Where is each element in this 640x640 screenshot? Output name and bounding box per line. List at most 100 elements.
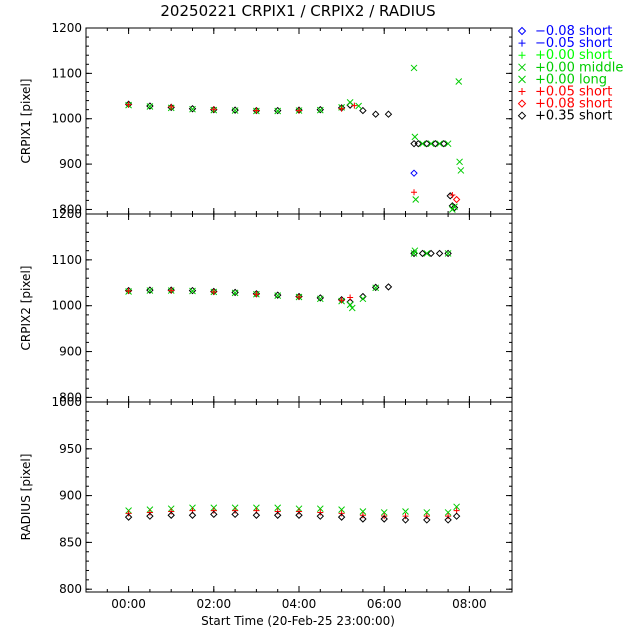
panel-3: 800 850 900 950 1000 RADIUS [pixel]	[19, 395, 513, 596]
legend-label: −0.05 short	[535, 36, 612, 51]
data-point	[444, 250, 452, 257]
legend-label: +0.08 short	[535, 97, 612, 112]
legend-label: +0.00 long	[535, 72, 607, 87]
data-point	[274, 107, 282, 115]
data-point	[380, 509, 388, 516]
legend-entry: +0.00 short	[518, 48, 612, 63]
data-point	[423, 516, 431, 524]
data-point	[411, 189, 418, 196]
legend-marker	[518, 63, 526, 72]
panel-data	[124, 64, 465, 213]
data-point	[253, 291, 260, 298]
data-point	[210, 510, 218, 519]
data-point	[338, 510, 345, 517]
data-point	[125, 101, 132, 108]
legend-label: +0.35 short	[535, 109, 612, 124]
data-point	[444, 140, 452, 148]
data-point	[453, 503, 460, 511]
x-tick-label: 00:00	[111, 597, 146, 611]
x-tick-label: 02:00	[197, 597, 232, 611]
data-point	[452, 195, 461, 204]
data-point	[146, 287, 154, 294]
data-point	[412, 196, 420, 203]
legend-entry: +0.00 middle	[518, 60, 623, 75]
data-point	[423, 250, 431, 257]
y-tick-label: 1100	[51, 66, 82, 80]
data-point	[402, 513, 409, 520]
data-point	[348, 304, 356, 312]
x-tick-label: 04:00	[282, 597, 317, 611]
x-tick-label: 06:00	[367, 597, 402, 611]
y-tick-label: 1000	[51, 299, 82, 313]
y-axis-label: CRPIX2 [pixel]	[19, 266, 33, 351]
data-point	[359, 106, 367, 115]
data-point	[316, 294, 325, 302]
data-point	[338, 297, 345, 304]
data-point	[296, 508, 302, 515]
data-point	[146, 512, 154, 520]
data-point	[168, 508, 175, 515]
data-point	[402, 508, 409, 515]
data-point	[445, 513, 452, 520]
legend-label: +0.05 short	[535, 85, 612, 100]
data-point	[457, 167, 465, 174]
data-point	[440, 139, 448, 148]
data-point	[338, 105, 345, 112]
y-tick-label: 950	[59, 442, 82, 456]
y-tick-label: 900	[59, 345, 82, 359]
data-point	[355, 102, 362, 110]
legend-marker	[517, 111, 527, 120]
chart-legend: −0.08 short−0.05 short+0.00 short+0.00 m…	[517, 24, 623, 124]
data-point	[401, 516, 410, 524]
data-point	[427, 140, 435, 148]
x-tick-label: 08:00	[452, 597, 487, 611]
chart-title: 20250221 CRPIX1 / CRPIX2 / RADIUS	[160, 2, 435, 20]
y-tick-label: 1100	[51, 253, 82, 267]
data-point	[338, 506, 345, 513]
y-axis-label: RADIUS [pixel]	[19, 454, 33, 541]
data-point	[444, 516, 452, 524]
data-point	[346, 99, 354, 106]
legend-entry: −0.08 short	[517, 24, 612, 39]
panel-2: 800 900 1000 1100 1200 CRPIX2 [pixel]	[19, 207, 513, 404]
data-point	[124, 513, 133, 521]
data-point	[372, 284, 380, 292]
panel-data	[124, 247, 452, 312]
data-point	[423, 509, 431, 516]
data-point	[168, 287, 175, 294]
panel-data	[124, 503, 461, 524]
data-point	[316, 512, 325, 520]
legend-marker	[517, 26, 527, 36]
data-point	[359, 295, 367, 303]
data-point	[231, 107, 239, 114]
data-point	[436, 140, 443, 148]
data-point	[316, 505, 324, 513]
data-point	[444, 509, 452, 516]
data-point	[435, 249, 444, 258]
data-point	[450, 203, 459, 212]
y-axis-label: CRPIX1 [pixel]	[19, 79, 33, 164]
data-point	[452, 512, 461, 520]
data-point	[146, 103, 154, 110]
y-tick-label: 1200	[51, 21, 82, 35]
legend-entry: +0.08 short	[517, 97, 612, 112]
x-axis-label: Start Time (20-Feb-25 23:00:00)	[201, 614, 395, 628]
data-point	[456, 158, 463, 166]
data-point	[210, 106, 217, 113]
data-point	[188, 511, 197, 519]
data-point	[295, 511, 303, 519]
data-point	[316, 106, 324, 114]
data-point	[371, 110, 380, 118]
y-tick-label: 900	[59, 489, 82, 503]
data-point	[210, 507, 217, 514]
y-tick-label: 800	[59, 582, 82, 596]
panel-frame	[85, 27, 513, 215]
data-point	[380, 515, 388, 523]
data-point	[125, 288, 132, 295]
data-point	[273, 511, 282, 519]
data-point	[253, 107, 260, 114]
legend-label: −0.08 short	[535, 24, 612, 39]
data-point	[359, 515, 367, 523]
legend-label: +0.00 middle	[535, 60, 623, 75]
